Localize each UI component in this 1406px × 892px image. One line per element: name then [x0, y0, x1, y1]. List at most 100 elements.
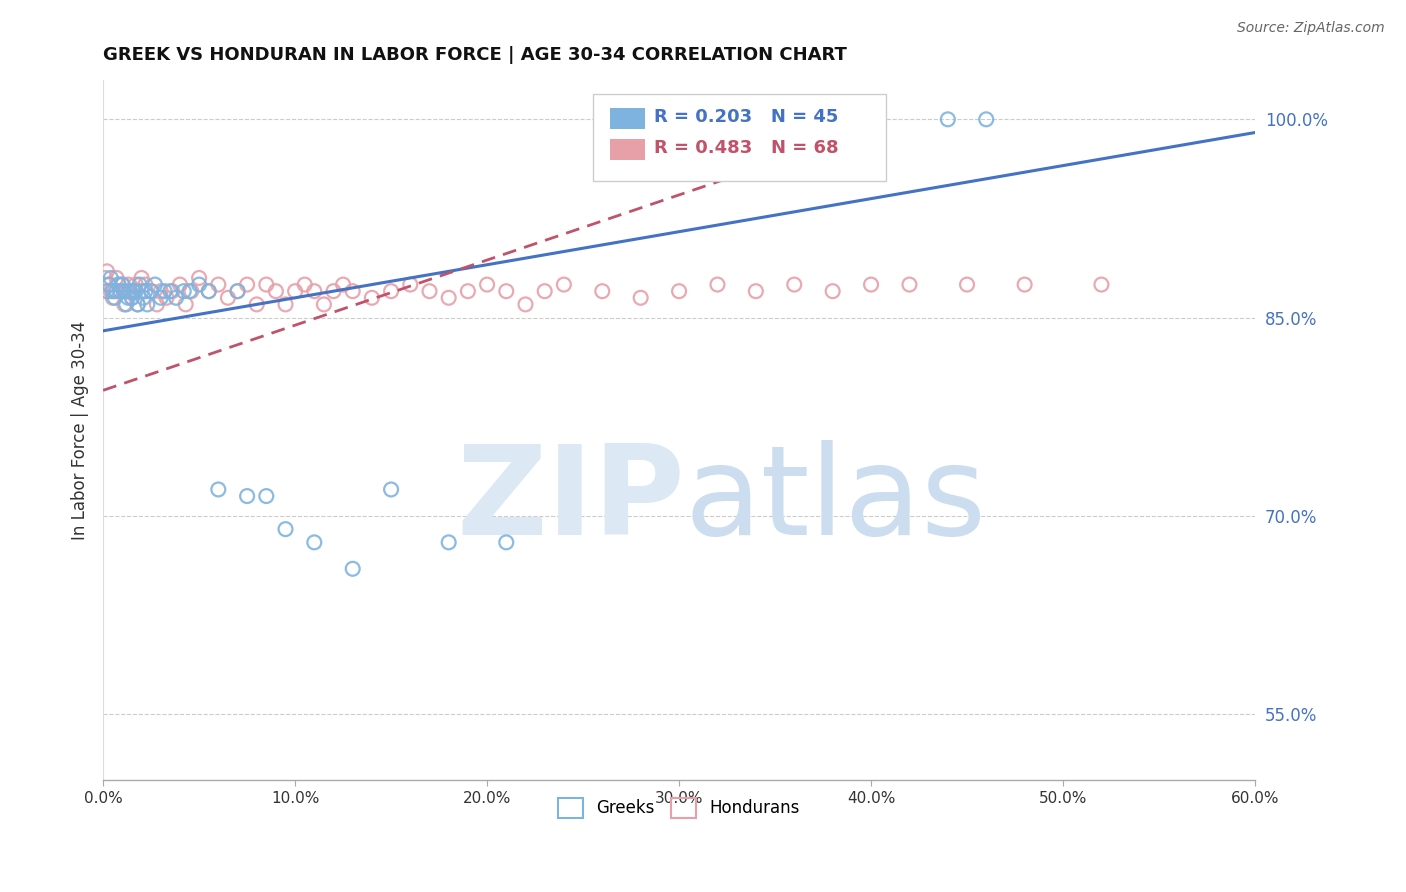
Point — [96, 264, 118, 278]
Text: Source: ZipAtlas.com: Source: ZipAtlas.com — [1237, 21, 1385, 35]
Point — [131, 271, 153, 285]
Point — [127, 297, 149, 311]
FancyBboxPatch shape — [610, 139, 644, 161]
Point — [246, 297, 269, 311]
Point — [104, 291, 127, 305]
Point — [226, 284, 249, 298]
FancyBboxPatch shape — [593, 94, 886, 181]
Point — [254, 277, 277, 292]
Point — [236, 489, 259, 503]
Point — [1090, 277, 1112, 292]
Point — [146, 297, 169, 311]
Point — [180, 284, 202, 298]
Point — [342, 562, 364, 576]
Point — [97, 277, 120, 292]
Point — [155, 291, 177, 305]
Point — [207, 277, 229, 292]
Point — [122, 284, 145, 298]
Point — [437, 291, 460, 305]
Point — [591, 284, 613, 298]
Point — [100, 271, 122, 285]
Text: R = 0.483   N = 68: R = 0.483 N = 68 — [654, 139, 838, 157]
Point — [380, 483, 402, 497]
Text: atlas: atlas — [685, 440, 987, 560]
Point — [153, 284, 176, 298]
Point — [139, 284, 162, 298]
Point — [457, 284, 479, 298]
Point — [783, 277, 806, 292]
Point — [100, 284, 122, 298]
Point — [179, 284, 201, 298]
Point — [107, 277, 129, 292]
Point — [437, 535, 460, 549]
Point — [115, 297, 138, 311]
Point — [332, 277, 354, 292]
Text: ZIP: ZIP — [456, 440, 685, 560]
Point — [1014, 277, 1036, 292]
Text: R = 0.203   N = 45: R = 0.203 N = 45 — [654, 108, 838, 126]
Point — [821, 284, 844, 298]
Point — [284, 284, 307, 298]
Point — [127, 297, 149, 311]
Point — [254, 489, 277, 503]
Point — [117, 277, 139, 292]
Point — [207, 483, 229, 497]
Point — [107, 277, 129, 292]
Point — [134, 277, 156, 292]
Point — [495, 284, 517, 298]
Point — [118, 284, 141, 298]
Point — [312, 297, 335, 311]
Point — [936, 112, 959, 127]
Point — [706, 277, 728, 292]
Point — [974, 112, 997, 127]
Point — [533, 284, 555, 298]
Point — [418, 284, 440, 298]
Point — [112, 297, 135, 311]
Point — [101, 284, 124, 298]
FancyBboxPatch shape — [610, 108, 644, 128]
Point — [169, 277, 191, 292]
Point — [159, 284, 181, 298]
Point — [274, 297, 297, 311]
Point — [115, 284, 138, 298]
Point — [515, 297, 537, 311]
Point — [264, 284, 287, 298]
Point — [399, 277, 422, 292]
Point — [188, 277, 211, 292]
Point — [105, 284, 128, 298]
Point — [105, 271, 128, 285]
Point — [131, 284, 153, 298]
Point — [188, 271, 211, 285]
Point — [111, 277, 134, 292]
Point — [143, 277, 166, 292]
Y-axis label: In Labor Force | Age 30-34: In Labor Force | Age 30-34 — [72, 320, 89, 540]
Point — [117, 291, 139, 305]
Point — [125, 284, 148, 298]
Point — [294, 277, 316, 292]
Point — [668, 284, 690, 298]
Point — [553, 799, 575, 814]
Point — [956, 277, 979, 292]
Point — [132, 291, 155, 305]
Point — [380, 284, 402, 298]
Point — [139, 284, 162, 298]
Point — [122, 284, 145, 298]
Point — [134, 284, 156, 298]
Point — [860, 277, 883, 292]
Point — [236, 277, 259, 292]
Point — [197, 284, 219, 298]
Point — [898, 277, 921, 292]
Point — [96, 284, 118, 298]
Point — [121, 291, 143, 305]
Point — [118, 284, 141, 298]
Point — [475, 277, 498, 292]
Point — [149, 284, 172, 298]
Point — [342, 284, 364, 298]
Point — [217, 291, 239, 305]
Point — [97, 277, 120, 292]
Point — [112, 284, 135, 298]
Point — [136, 297, 159, 311]
Point — [149, 291, 172, 305]
Point — [745, 284, 768, 298]
Point — [304, 535, 326, 549]
